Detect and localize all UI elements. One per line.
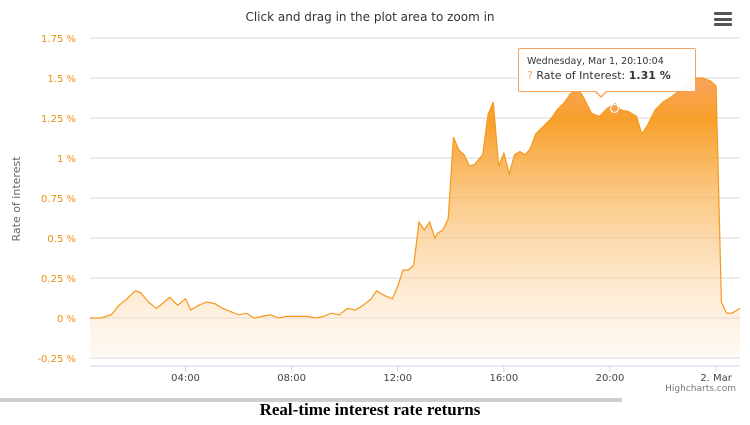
series-line <box>90 77 741 319</box>
figure-caption: Real-time interest rate returns <box>259 400 481 419</box>
chart-container[interactable]: -0.25 % 0 % 0.25 % 0.5 % 0.75 % 1 % 1.25 % 1.5 … <box>0 0 750 398</box>
tooltip-pointer <box>594 90 608 98</box>
x-tick-label: 04:00 <box>171 373 200 384</box>
tooltip-marker: ? <box>527 69 533 82</box>
credits-link[interactable]: Highcharts.com <box>665 384 736 394</box>
series-area-fill <box>90 78 740 358</box>
y-tick-label: 0 % <box>57 314 76 325</box>
y-tick-label: 0.25 % <box>41 274 76 285</box>
y-tick-label: 0.75 % <box>41 194 76 205</box>
tooltip-value: 1.31 % <box>628 69 671 82</box>
tooltip-row: ? Rate of Interest: 1.31 % <box>527 69 687 82</box>
series-area <box>90 77 741 358</box>
hamburger-menu-icon[interactable] <box>714 12 732 26</box>
y-tick-label: 1 % <box>57 154 76 165</box>
tooltip: Wednesday, Mar 1, 20:10:04 ? Rate of Int… <box>518 48 696 92</box>
y-tick-label: 0.5 % <box>47 234 76 245</box>
x-tick-label: 08:00 <box>277 373 306 384</box>
x-tick-label: 16:00 <box>489 373 518 384</box>
highlight-layer <box>610 103 620 113</box>
y-tick-label: 1.75 % <box>41 34 76 45</box>
axes: -0.25 % 0 % 0.25 % 0.5 % 0.75 % 1 % 1.25 % 1.5 … <box>37 34 740 384</box>
y-tick-label: 1.5 % <box>47 74 76 85</box>
x-tick-label: 12:00 <box>383 373 412 384</box>
highlighted-data-point[interactable] <box>610 103 620 113</box>
chart-svg[interactable]: -0.25 % 0 % 0.25 % 0.5 % 0.75 % 1 % 1.25 % 1.5 … <box>0 0 750 398</box>
y-tick-label: 1.25 % <box>41 114 76 125</box>
tooltip-date: Wednesday, Mar 1, 20:10:04 <box>527 56 664 67</box>
x-tick-label: 20:00 <box>596 373 625 384</box>
y-tick-label: -0.25 % <box>37 354 76 365</box>
scrollbar-track[interactable] <box>0 398 622 402</box>
x-tick-label: 2. Mar <box>700 373 732 384</box>
y-axis-title: Rate of interest <box>10 156 23 242</box>
zoom-hint: Click and drag in the plot area to zoom … <box>245 10 495 24</box>
tooltip-series-label: Rate of Interest: <box>536 69 626 82</box>
